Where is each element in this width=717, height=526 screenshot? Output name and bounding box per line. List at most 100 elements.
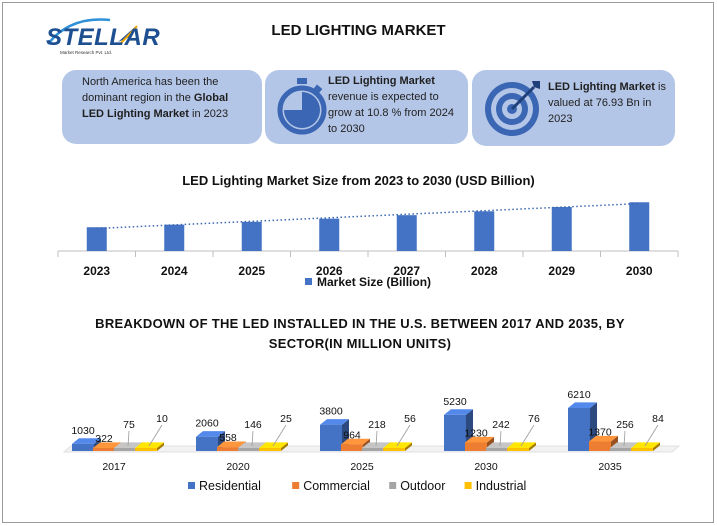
data-label: 2060 [195, 418, 219, 430]
logo-text: STELLAR [46, 24, 161, 51]
bar-residential-2020 [196, 436, 218, 451]
data-label: 56 [404, 413, 416, 425]
bar-outdoor-2030 [486, 448, 508, 451]
x-tick-label: 2025 [238, 264, 265, 278]
card-text-bold: LED Lighting Market [548, 81, 655, 93]
leader-line [396, 424, 411, 447]
bar-top-commercial [93, 442, 122, 448]
bar-outdoor-2025 [362, 448, 384, 451]
bar-2030 [629, 202, 650, 251]
data-label: 5230 [443, 396, 467, 408]
stellar-logo: STELLAR Market Research Pvt. Ltd. [40, 14, 160, 62]
bar-top-commercial [217, 441, 246, 448]
bar-outdoor-2020 [238, 448, 260, 451]
x-tick-label: 2026 [316, 264, 343, 278]
card-text-pre: North America has been the dominant regi… [82, 76, 219, 104]
bar-top-residential [196, 431, 225, 437]
bar-2025 [241, 221, 262, 251]
bar-side-industrial [405, 442, 412, 451]
bar-side-industrial [529, 442, 536, 451]
data-label: 1030 [71, 425, 95, 437]
target-icon [485, 81, 540, 136]
bar-residential-2035 [568, 408, 590, 451]
card-text-bold: Global LED Lighting Market [82, 92, 229, 120]
card-text-bold: LED Lighting Market [328, 75, 435, 87]
legend-swatch-market-size [305, 278, 312, 285]
page-title: LED LIGHTING MARKET [271, 22, 446, 39]
market-size-chart: 2023 2024 2025 2026 2027 2028 2029 2030 Market S… [57, 202, 679, 289]
bar-commercial-2035 [589, 441, 611, 451]
card-text-post: in 2023 [188, 108, 229, 120]
bar-side-industrial [281, 442, 288, 451]
bar-residential-2030 [444, 414, 466, 451]
data-label: 218 [368, 419, 386, 431]
data-label: 10 [156, 413, 168, 425]
bar-commercial-2017 [93, 448, 115, 451]
leader-line [499, 430, 502, 447]
x-tick-label: 2028 [471, 264, 498, 278]
bar-top-residential [320, 419, 349, 425]
x-tick-label: 2027 [393, 264, 420, 278]
bar-top-outdoor [610, 442, 639, 448]
card-text-post: revenue is expected to grow at 10.8 % fr… [328, 91, 454, 135]
legend-label-market-size: Market Size (Billion) [317, 275, 431, 289]
x-tick-label: 2017 [102, 461, 126, 473]
data-label: 242 [492, 419, 510, 431]
data-label: 3800 [319, 406, 343, 418]
data-label: 25 [280, 413, 292, 425]
bar-outdoor-2035 [610, 448, 632, 451]
bar-top-residential [444, 409, 473, 415]
market-size-chart-title: LED Lighting Market Size from 2023 to 20… [182, 173, 535, 188]
bar-2028 [474, 211, 495, 251]
data-label: 84 [652, 413, 664, 425]
leader-line [520, 424, 535, 447]
bar-commercial-2020 [217, 447, 239, 451]
sector-chart-title: BREAKDOWN OF THE LED INSTALLED IN THE U.… [95, 316, 625, 351]
bar-top-outdoor [238, 442, 267, 448]
data-label: 76 [528, 413, 540, 425]
leader-line [272, 424, 287, 447]
bar-2026 [319, 218, 340, 251]
leader-line [127, 430, 130, 447]
bar-residential-2025 [320, 424, 342, 451]
bar-industrial-2035 [631, 448, 653, 451]
x-tick-label: 2023 [83, 264, 110, 278]
info-card-region: North America has been the dominant regi… [62, 70, 262, 144]
legend-swatch-outdoor [389, 482, 397, 489]
bar-industrial-2020 [259, 448, 281, 451]
bar-top-commercial [341, 438, 370, 445]
card-text-post: is valued at 76.93 Bn in 2023 [548, 81, 666, 125]
bar-industrial-2017 [135, 448, 157, 451]
legend-label-industrial: Industrial [476, 479, 527, 493]
bar-top-residential [72, 438, 101, 444]
bar-2027 [396, 215, 417, 251]
bar-side-industrial [157, 442, 164, 451]
legend-swatch-residential [188, 482, 195, 489]
bar-top-commercial [465, 436, 494, 443]
legend-label-residential: Residential [199, 479, 261, 493]
data-label: 1230 [464, 427, 488, 439]
x-tick-label: 2024 [161, 264, 188, 278]
x-tick-label: 2025 [350, 461, 374, 473]
logo-swoosh-icon [47, 18, 138, 45]
bar-top-outdoor [362, 442, 391, 448]
legend-label-outdoor: Outdoor [400, 479, 445, 493]
data-label: 256 [616, 419, 634, 431]
bar-side-industrial [653, 442, 660, 451]
data-label: 6210 [567, 389, 591, 401]
data-label: 558 [219, 432, 237, 444]
bar-top-outdoor [486, 442, 515, 448]
bar-2024 [164, 224, 185, 251]
x-tick-label: 2030 [626, 264, 653, 278]
data-label: 322 [95, 433, 113, 445]
legend-label-commercial: Commercial [303, 479, 370, 493]
data-label: 75 [123, 419, 135, 431]
logo-subtext: Market Research Pvt. Ltd. [60, 50, 113, 55]
stopwatch-icon [277, 78, 327, 135]
bar-outdoor-2017 [114, 448, 136, 451]
bar-residential-2017 [72, 443, 94, 451]
bar-top-residential [568, 402, 597, 409]
leader-line [251, 430, 254, 447]
bar-industrial-2030 [507, 448, 529, 451]
legend-swatch-industrial [464, 482, 472, 489]
